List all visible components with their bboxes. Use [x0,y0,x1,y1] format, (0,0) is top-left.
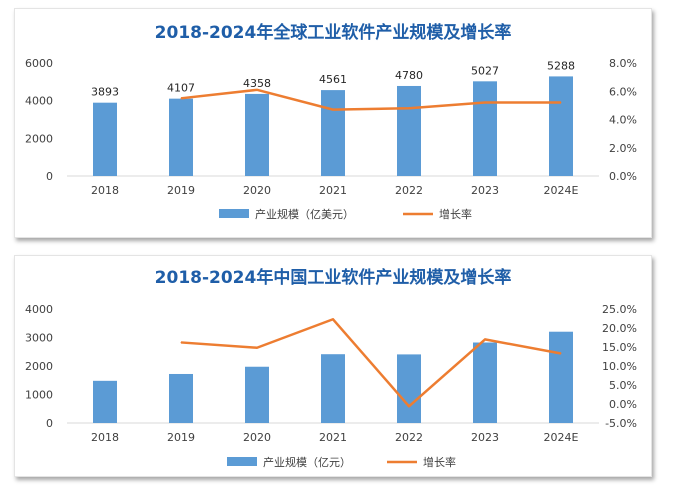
y-axis-tick-label: 2000 [25,132,53,145]
legend-label-bar: 产业规模（亿美元） [255,207,354,221]
legend-swatch-bar [227,457,257,466]
bar-2020 [245,366,269,423]
x-axis-tick-label: 2023 [471,431,499,444]
legend-swatch-bar [219,209,249,218]
y-axis-tick-label: 3000 [25,332,53,345]
y-axis-tick-label: 0 [46,170,53,183]
growth-rate-line [180,318,562,408]
growth-rate-point-2019 [180,97,182,99]
chart-title: 2018-2024年全球工业软件产业规模及增长率 [155,22,512,43]
y-axis-tick-label: 1000 [25,389,53,402]
x-axis-tick-label: 2019 [167,431,195,444]
bar-2019 [169,373,193,423]
y2-axis-tick-label: 8.0% [609,57,637,70]
bar-data-label: 4358 [243,77,271,90]
bar-data-label: 5288 [547,59,575,72]
bar-data-label: 4780 [395,69,423,82]
bar-2021 [321,90,345,176]
global-chart-panel: 2018-2024年全球工业软件产业规模及增长率 0 2000 4000 6000 0.… [14,8,652,238]
y2-axis-tick-label: 20.0% [602,322,637,335]
x-axis-tick-label: 2022 [395,431,423,444]
x-axis-tick-label: 2019 [167,184,195,197]
y-axis-tick-label: 0 [46,417,53,430]
growth-rate-line [180,88,561,111]
china-industrial-software-chart: 2018-2024年中国工业软件产业规模及增长率 0 1000 2000 3000 40… [25,267,637,469]
x-axis-tick-label: 2022 [395,184,423,197]
bar-data-label: 4107 [167,82,195,95]
y2-axis-tick-label: 4.0% [609,114,637,127]
y2-axis-tick-label: 2.0% [609,142,637,155]
legend-label-bar: 产业规模（亿元） [263,455,351,469]
growth-rate-point-2020 [256,347,258,349]
bar-2024E [549,76,573,176]
x-axis-tick-label: 2023 [471,184,499,197]
china-chart-panel: 2018-2024年中国工业软件产业规模及增长率 0 1000 2000 3000 40… [14,255,652,477]
y2-axis-tick-label: 15.0% [602,341,637,354]
x-axis-tick-label: 2024E [544,431,579,444]
bar-2023 [473,81,497,176]
growth-rate-point-2023 [484,338,486,340]
y-axis-tick-label: 2000 [25,360,53,373]
bar-2018 [93,102,117,176]
growth-rate-point-2021 [332,318,334,320]
bar-2021 [321,354,345,423]
bar-2023 [473,342,497,423]
growth-rate-point-2021 [332,109,334,111]
legend-label-line: 增长率 [423,455,456,469]
bar-2022 [397,85,421,176]
growth-rate-point-2024E [560,102,562,104]
growth-rate-point-2022 [408,405,410,407]
y2-axis-tick-label: 10.0% [602,360,637,373]
growth-rate-point-2020 [256,89,258,91]
y-axis-tick-label: 4000 [25,303,53,316]
x-axis-tick-label: 2018 [91,184,119,197]
bar-data-label: 3893 [91,86,119,99]
growth-rate-point-2022 [408,107,410,109]
bar-2022 [397,354,421,423]
bar-2020 [245,93,269,176]
legend-label-line: 增长率 [439,207,472,221]
bar-2019 [169,98,193,176]
bar-data-label: 4561 [319,73,347,86]
x-axis-tick-label: 2020 [243,431,271,444]
y-axis-tick-label: 6000 [25,57,53,70]
bar-2018 [93,380,117,423]
x-axis-tick-label: 2021 [319,431,347,444]
global-industrial-software-chart: 2018-2024年全球工业软件产业规模及增长率 0 2000 4000 6000 0.… [25,22,637,221]
y2-axis-tick-label: -5.0% [605,417,637,430]
growth-rate-point-2019 [180,341,182,343]
bar-data-label: 5027 [471,64,499,77]
x-axis-tick-label: 2020 [243,184,271,197]
y2-axis-tick-label: 0.0% [609,170,637,183]
y2-axis-tick-label: 0.0% [609,398,637,411]
x-axis-tick-label: 2021 [319,184,347,197]
bar-2024E [549,331,573,423]
growth-rate-point-2023 [484,102,486,104]
chart-title: 2018-2024年中国工业软件产业规模及增长率 [155,267,512,288]
y-axis-tick-label: 4000 [25,95,53,108]
growth-rate-point-2024E [560,352,562,354]
y2-axis-tick-label: 5.0% [609,379,637,392]
x-axis-tick-label: 2024E [544,184,579,197]
y2-axis-tick-label: 25.0% [602,303,637,316]
x-axis-tick-label: 2018 [91,431,119,444]
y2-axis-tick-label: 6.0% [609,85,637,98]
